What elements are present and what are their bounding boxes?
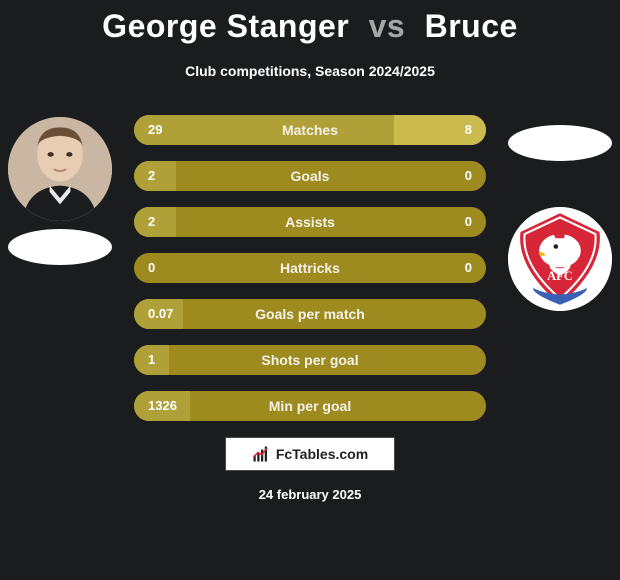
stat-value-right: 0	[465, 161, 472, 191]
subtitle: Club competitions, Season 2024/2025	[0, 63, 620, 79]
page-title: George Stanger vs Bruce	[0, 0, 620, 45]
vs-label: vs	[369, 8, 406, 44]
snapshot-date: 24 february 2025	[0, 487, 620, 502]
stat-value-right: 0	[465, 253, 472, 283]
player2-name: Bruce	[425, 8, 518, 44]
chart-icon	[252, 445, 270, 463]
player1-club-ellipse	[8, 229, 112, 265]
player1-column	[8, 117, 112, 265]
stat-label: Matches	[134, 115, 486, 145]
stat-bar: 1326Min per goal	[134, 391, 486, 421]
player2-club-crest: AFC	[508, 207, 612, 311]
stat-label: Assists	[134, 207, 486, 237]
stat-bar: 2Assists0	[134, 207, 486, 237]
stat-label: Hattricks	[134, 253, 486, 283]
stat-value-right: 8	[465, 115, 472, 145]
stat-bar: 0.07Goals per match	[134, 299, 486, 329]
comparison-panel: AFC 29Matches82Goals02Assists00Hattricks…	[0, 115, 620, 502]
svg-text:AFC: AFC	[547, 269, 573, 283]
player1-name: George Stanger	[102, 8, 349, 44]
club-crest-icon: AFC	[508, 207, 612, 311]
player2-blank-ellipse	[508, 125, 612, 161]
stat-bars: 29Matches82Goals02Assists00Hattricks00.0…	[134, 115, 486, 421]
player-photo-icon	[8, 117, 112, 221]
site-badge: FcTables.com	[225, 437, 395, 471]
stat-label: Goals	[134, 161, 486, 191]
player2-column: AFC	[508, 117, 612, 311]
site-badge-text: FcTables.com	[276, 446, 368, 462]
stat-bar: 2Goals0	[134, 161, 486, 191]
stat-label: Min per goal	[134, 391, 486, 421]
stat-bar: 0Hattricks0	[134, 253, 486, 283]
player1-photo	[8, 117, 112, 221]
stat-value-right: 0	[465, 207, 472, 237]
stat-label: Shots per goal	[134, 345, 486, 375]
stat-label: Goals per match	[134, 299, 486, 329]
stat-bar: 29Matches8	[134, 115, 486, 145]
stat-bar: 1Shots per goal	[134, 345, 486, 375]
